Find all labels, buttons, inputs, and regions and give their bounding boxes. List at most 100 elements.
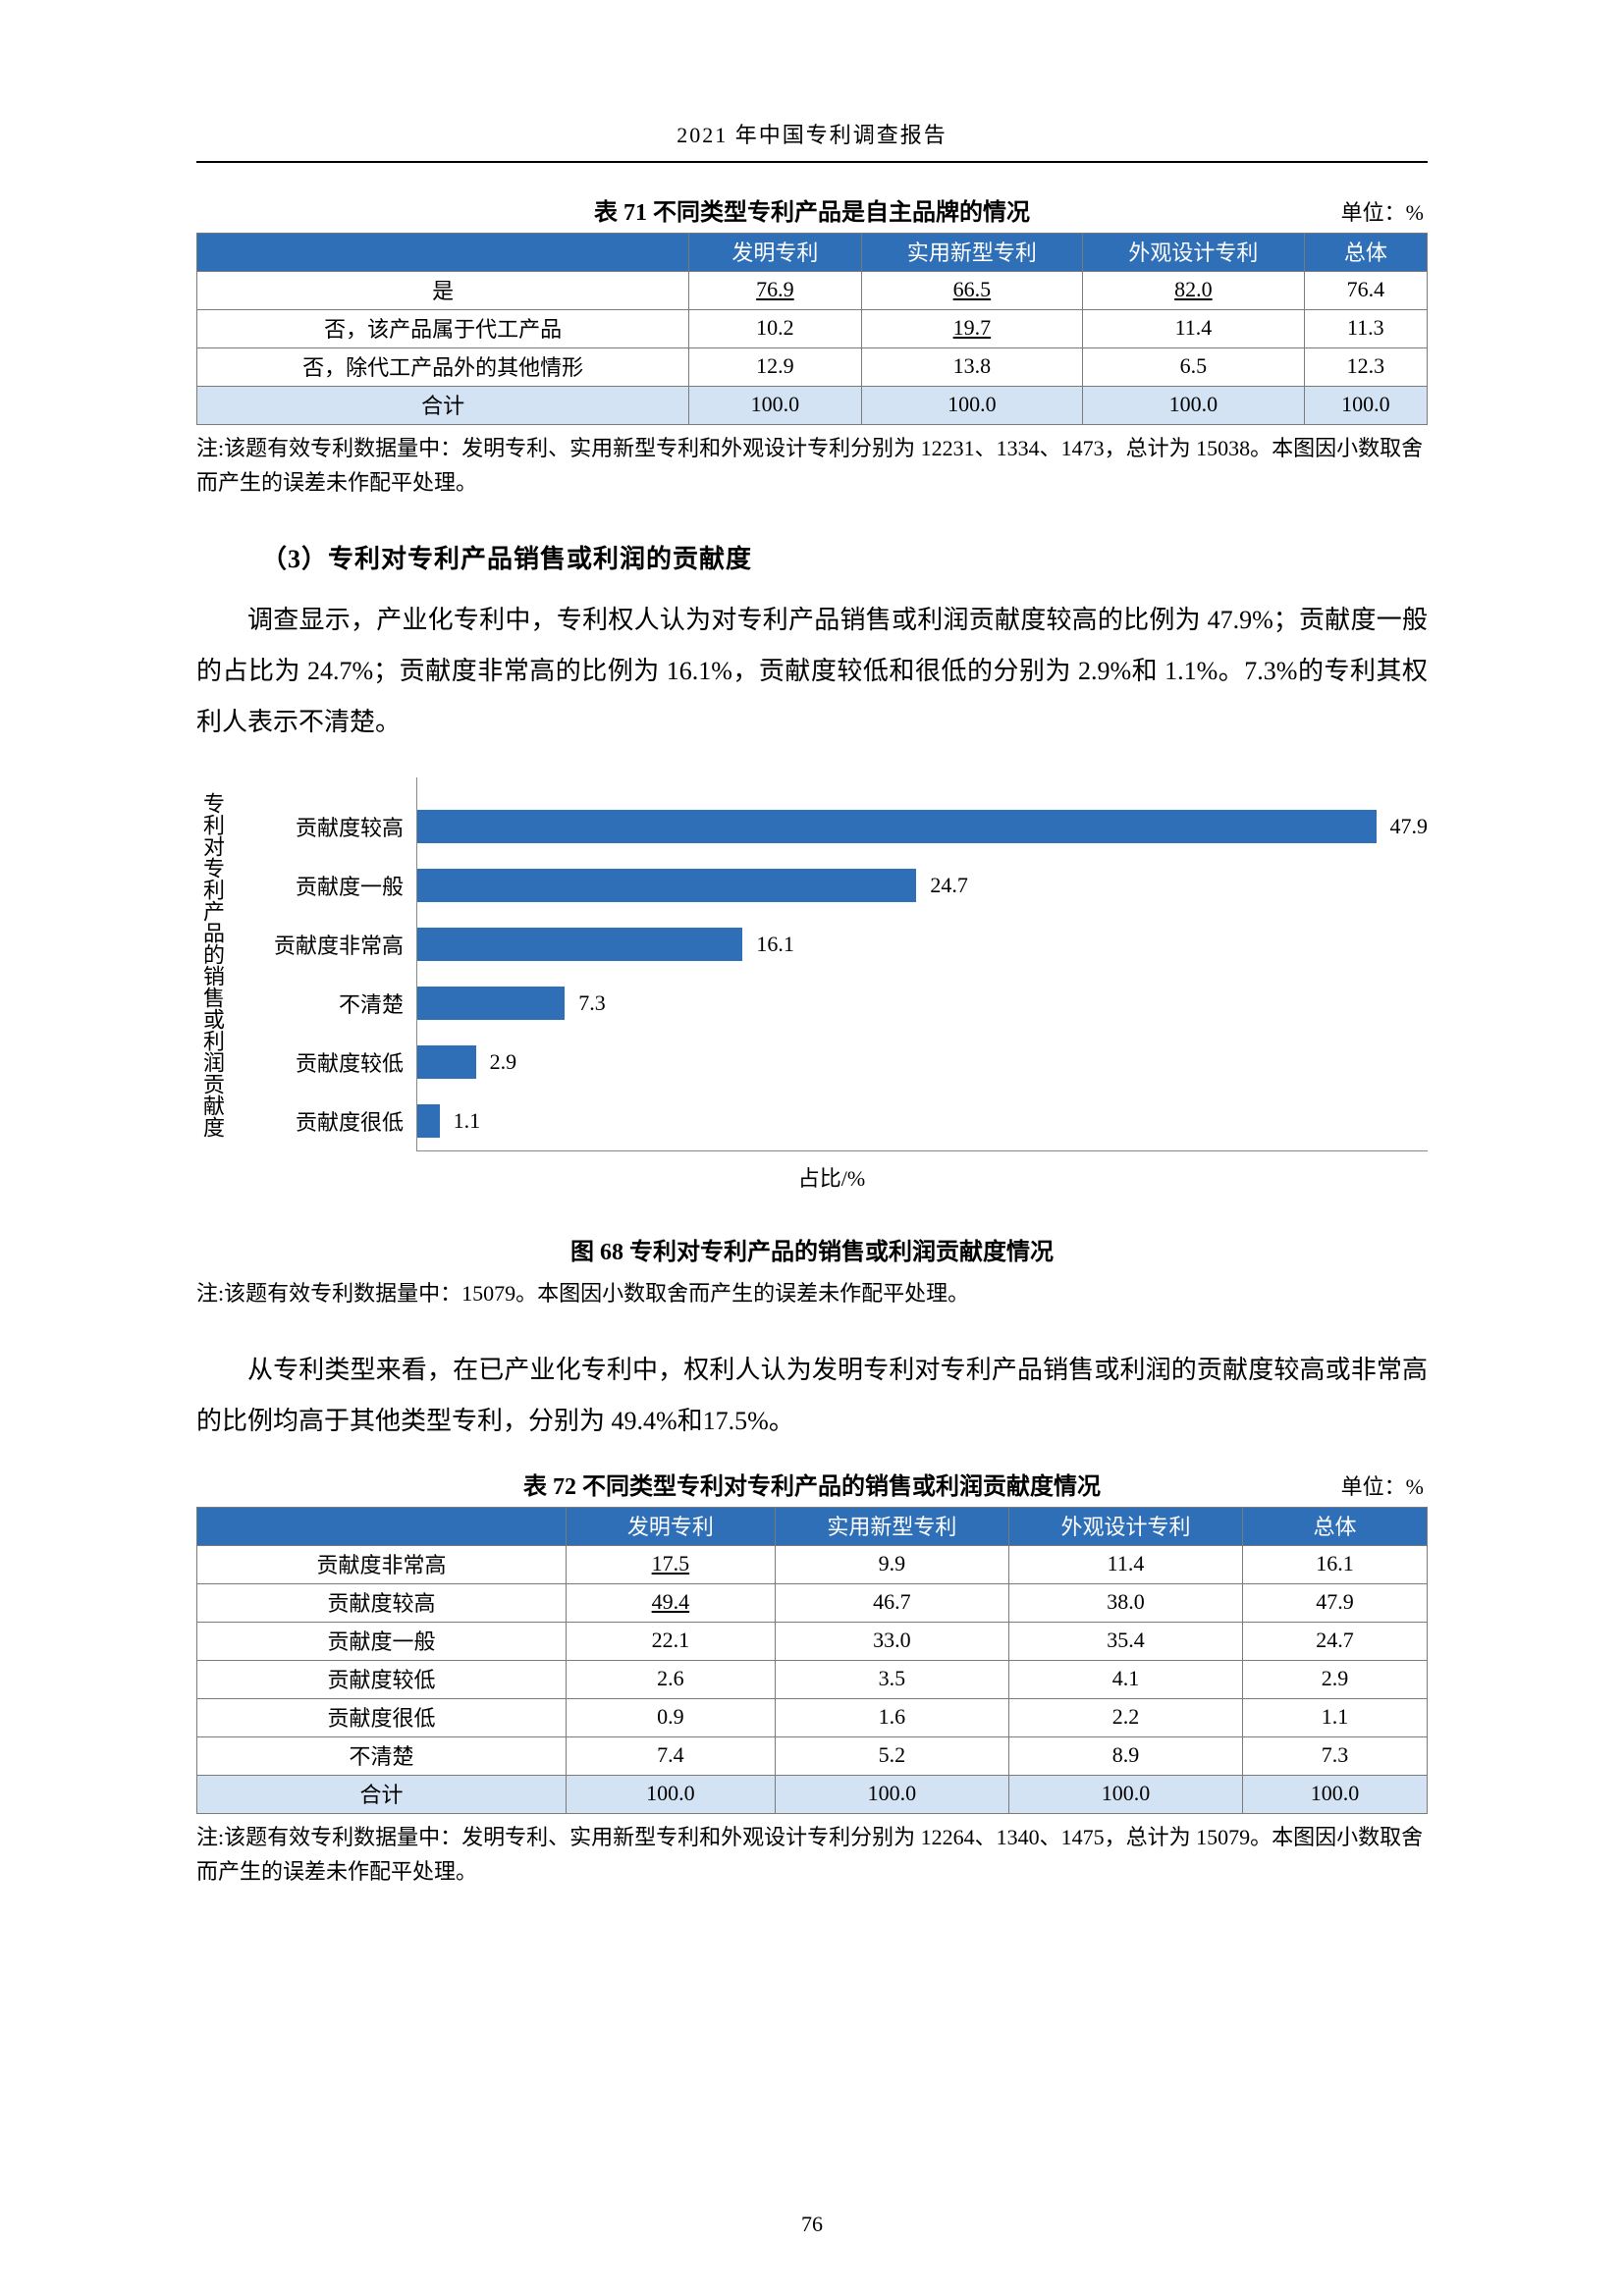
table-row-label: 否，除代工产品外的其他情形: [197, 348, 689, 387]
table-row-label: 贡献度很低: [197, 1698, 567, 1736]
table-cell: 12.3: [1304, 348, 1427, 387]
chart68-caption: 图 68 专利对专利产品的销售或利润贡献度情况: [196, 1232, 1428, 1266]
table72-title: 表 72 不同类型专利对专利产品的销售或利润贡献度情况: [318, 1467, 1306, 1501]
table72-title-row: 表 72 不同类型专利对专利产品的销售或利润贡献度情况 单位：%: [196, 1467, 1428, 1501]
table-row-label: 贡献度一般: [197, 1622, 567, 1660]
table-header-cell: [197, 1507, 567, 1545]
table-cell: 11.4: [1083, 310, 1305, 348]
chart68-ylabel: 专利对专利产品的销售或利润贡献度: [196, 777, 236, 1151]
chart-bar: [417, 1045, 476, 1079]
chart-category-label: 不清楚: [237, 988, 417, 1019]
table-cell: 1.1: [1243, 1698, 1428, 1736]
chart-bar-row: 贡献度很低1.1: [417, 1092, 1428, 1150]
chart-category-label: 贡献度非常高: [237, 929, 417, 960]
chart68-xlabel: 占比/%: [236, 1161, 1428, 1193]
table-cell: 9.9: [775, 1545, 1008, 1583]
table-total-cell: 100.0: [689, 387, 861, 425]
table-cell: 17.5: [566, 1545, 775, 1583]
table-header-cell: 发明专利: [689, 234, 861, 272]
table-cell: 24.7: [1243, 1622, 1428, 1660]
chart-category-label: 贡献度较高: [237, 811, 417, 842]
table-cell: 38.0: [1008, 1583, 1242, 1622]
table-total-cell: 100.0: [566, 1775, 775, 1813]
table-cell: 4.1: [1008, 1660, 1242, 1698]
table-row: 否，该产品属于代工产品10.219.711.411.3: [197, 310, 1428, 348]
chart-bar-row: 不清楚7.3: [417, 974, 1428, 1033]
chart-bar-row: 贡献度非常高16.1: [417, 915, 1428, 974]
table-cell: 19.7: [861, 310, 1083, 348]
chart-bar: [417, 987, 565, 1020]
table-row: 贡献度非常高17.59.911.416.1: [197, 1545, 1428, 1583]
table71-title-row: 表 71 不同类型专利产品是自主品牌的情况 单位：%: [196, 192, 1428, 227]
table-cell: 0.9: [566, 1698, 775, 1736]
chart-bar-value: 47.9: [1390, 814, 1429, 839]
table-cell: 22.1: [566, 1622, 775, 1660]
table-cell: 46.7: [775, 1583, 1008, 1622]
table-cell: 35.4: [1008, 1622, 1242, 1660]
chart-bar-value: 2.9: [490, 1049, 517, 1075]
table-header-cell: 外观设计专利: [1083, 234, 1305, 272]
chart68-note: 注:该题有效专利数据量中：15079。本图因小数取舍而产生的误差未作配平处理。: [196, 1276, 1428, 1310]
table-header-cell: 实用新型专利: [775, 1507, 1008, 1545]
chart-category-label: 贡献度较低: [237, 1046, 417, 1078]
table-row: 贡献度较低2.63.54.12.9: [197, 1660, 1428, 1698]
table-cell: 49.4: [566, 1583, 775, 1622]
table-cell: 12.9: [689, 348, 861, 387]
table-cell: 3.5: [775, 1660, 1008, 1698]
table-total-label: 合计: [197, 387, 689, 425]
table-cell: 47.9: [1243, 1583, 1428, 1622]
table-cell: 7.4: [566, 1736, 775, 1775]
table-total-cell: 100.0: [775, 1775, 1008, 1813]
table-cell: 2.6: [566, 1660, 775, 1698]
table71: 发明专利实用新型专利外观设计专利总体 是76.966.582.076.4否，该产…: [196, 233, 1428, 425]
table72-unit: 单位：%: [1306, 1469, 1424, 1501]
table-row-label: 不清楚: [197, 1736, 567, 1775]
table-total-cell: 100.0: [1304, 387, 1427, 425]
table-row-label: 否，该产品属于代工产品: [197, 310, 689, 348]
table-cell: 11.4: [1008, 1545, 1242, 1583]
table-total-row: 合计100.0100.0100.0100.0: [197, 1775, 1428, 1813]
chart-category-label: 贡献度一般: [237, 870, 417, 901]
chart-category-label: 贡献度很低: [237, 1105, 417, 1137]
table-header-cell: 发明专利: [566, 1507, 775, 1545]
table-cell: 33.0: [775, 1622, 1008, 1660]
section-3-heading: （3）专利对专利产品销售或利润的贡献度: [261, 539, 1428, 575]
table-row-label: 是: [197, 272, 689, 310]
table-cell: 16.1: [1243, 1545, 1428, 1583]
paragraph-1: 调查显示，产业化专利中，专利权人认为对专利产品销售或利润贡献度较高的比例为 47…: [196, 595, 1428, 748]
table-row: 是76.966.582.076.4: [197, 272, 1428, 310]
table-total-row: 合计100.0100.0100.0100.0: [197, 387, 1428, 425]
table-header-cell: 总体: [1304, 234, 1427, 272]
table-row: 不清楚7.45.28.97.3: [197, 1736, 1428, 1775]
chart-bar-value: 1.1: [454, 1108, 481, 1134]
table-row: 否，除代工产品外的其他情形12.913.86.512.3: [197, 348, 1428, 387]
table-header-cell: 外观设计专利: [1008, 1507, 1242, 1545]
chart-bar-row: 贡献度较低2.9: [417, 1033, 1428, 1092]
table-header-cell: [197, 234, 689, 272]
table-cell: 1.6: [775, 1698, 1008, 1736]
chart68: 专利对专利产品的销售或利润贡献度 贡献度较高47.9贡献度一般24.7贡献度非常…: [196, 777, 1428, 1151]
table-cell: 8.9: [1008, 1736, 1242, 1775]
chart-bar-value: 24.7: [930, 873, 968, 898]
table-row-label: 贡献度较高: [197, 1583, 567, 1622]
table-total-cell: 100.0: [861, 387, 1083, 425]
chart-bar: [417, 928, 742, 961]
table-cell: 5.2: [775, 1736, 1008, 1775]
table-row: 贡献度一般22.133.035.424.7: [197, 1622, 1428, 1660]
table-row: 贡献度很低0.91.62.21.1: [197, 1698, 1428, 1736]
table71-note: 注:该题有效专利数据量中：发明专利、实用新型专利和外观设计专利分别为 12231…: [196, 431, 1428, 500]
table-cell: 2.2: [1008, 1698, 1242, 1736]
chart-bar-row: 贡献度一般24.7: [417, 856, 1428, 915]
doc-header: 2021 年中国专利调查报告: [196, 118, 1428, 149]
chart-bar-value: 7.3: [578, 990, 606, 1016]
table-cell: 6.5: [1083, 348, 1305, 387]
page-number: 76: [0, 2212, 1624, 2237]
chart-bar: [417, 869, 916, 902]
table-cell: 7.3: [1243, 1736, 1428, 1775]
table-cell: 82.0: [1083, 272, 1305, 310]
table-total-label: 合计: [197, 1775, 567, 1813]
table-cell: 10.2: [689, 310, 861, 348]
table-total-cell: 100.0: [1008, 1775, 1242, 1813]
table-header-cell: 总体: [1243, 1507, 1428, 1545]
chart-bar-row: 贡献度较高47.9: [417, 797, 1428, 856]
